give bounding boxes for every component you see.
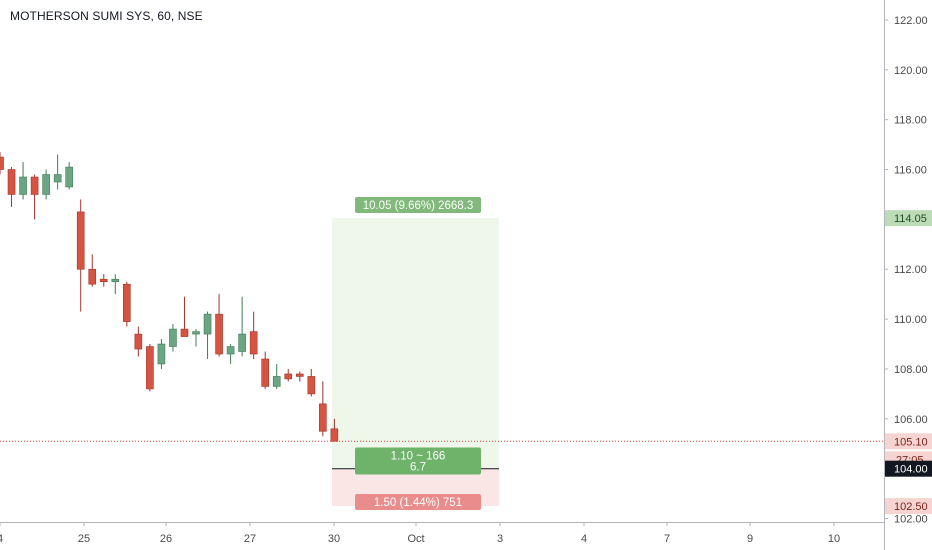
candle[interactable] [319, 403, 327, 432]
candle[interactable] [157, 343, 166, 365]
candle[interactable] [192, 331, 200, 335]
time-tick-label: 3 [497, 533, 503, 545]
profit-zone[interactable] [332, 218, 499, 469]
candle[interactable] [123, 283, 131, 322]
time-tick-label: Oct [407, 533, 424, 545]
candle[interactable] [295, 373, 304, 377]
candle[interactable] [272, 376, 281, 387]
candle[interactable] [215, 313, 223, 355]
price-tick-label: 118.00 [894, 115, 927, 127]
time-tick-label: 10 [828, 533, 840, 545]
candle[interactable] [88, 268, 97, 285]
time-tick-label: 4 [581, 533, 587, 545]
candle[interactable] [99, 278, 108, 283]
candle[interactable] [111, 278, 120, 283]
price-tick-label: 110.00 [894, 314, 927, 326]
chart-title: MOTHERSON SUMI SYS, 60, NSE [10, 9, 203, 23]
candle[interactable] [284, 373, 293, 380]
candle[interactable] [42, 174, 50, 195]
profit-label-bg [355, 197, 481, 213]
price-tick-label: 116.00 [894, 165, 927, 177]
candle[interactable] [330, 428, 339, 442]
candle[interactable] [169, 328, 177, 347]
candle[interactable] [76, 211, 85, 270]
entry-price-label-bg [885, 460, 932, 477]
candle[interactable] [134, 333, 143, 350]
price-tick-label: 108.00 [894, 364, 928, 376]
price-tick-label: 122.00 [894, 15, 928, 27]
last-price-label-bg [885, 433, 932, 450]
time-tick-label: 7 [664, 533, 670, 545]
candle[interactable] [7, 169, 16, 195]
candle[interactable] [261, 358, 269, 387]
candle[interactable] [65, 166, 73, 188]
candle[interactable] [226, 346, 235, 355]
profit-label: 10.05 (9.66%) 2668.3 [363, 200, 474, 212]
candle[interactable] [30, 176, 39, 195]
stop-price-label-bg [885, 498, 932, 515]
candle[interactable] [238, 333, 246, 352]
entry-label-bg [355, 447, 481, 475]
price-tick-label: 120.00 [894, 65, 928, 77]
candle[interactable] [180, 328, 189, 337]
time-tick-label: 27 [244, 533, 256, 545]
candle[interactable] [203, 313, 212, 335]
stop-price-label: 102.50 [894, 501, 928, 513]
target-price-label-bg [885, 210, 932, 227]
candle[interactable] [19, 176, 27, 195]
candle[interactable] [53, 174, 62, 183]
time-tick-label: 9 [747, 533, 753, 545]
loss-label-bg [355, 494, 481, 510]
time-tick-label: 26 [160, 533, 172, 545]
entry-label: 6.7 [410, 462, 426, 474]
candle[interactable] [0, 156, 4, 170]
entry-price-label: 104.00 [894, 464, 928, 476]
entry-label: 1.10 ~ 166 [391, 451, 446, 463]
time-tick-label: 30 [328, 533, 340, 545]
loss-label: 1.50 (1.44%) 751 [374, 497, 462, 509]
candle[interactable] [307, 376, 316, 395]
price-tick-label: 102.00 [894, 514, 928, 526]
candle[interactable] [146, 346, 154, 390]
candle[interactable] [249, 331, 258, 355]
time-tick-label: 4 [0, 533, 3, 545]
time-tick-label: 25 [78, 533, 90, 545]
price-tick-label: 112.00 [894, 264, 927, 276]
target-price-label: 114.05 [894, 213, 927, 225]
price-tick-label: 106.00 [894, 414, 928, 426]
last-price-label: 105.10 [894, 436, 928, 448]
